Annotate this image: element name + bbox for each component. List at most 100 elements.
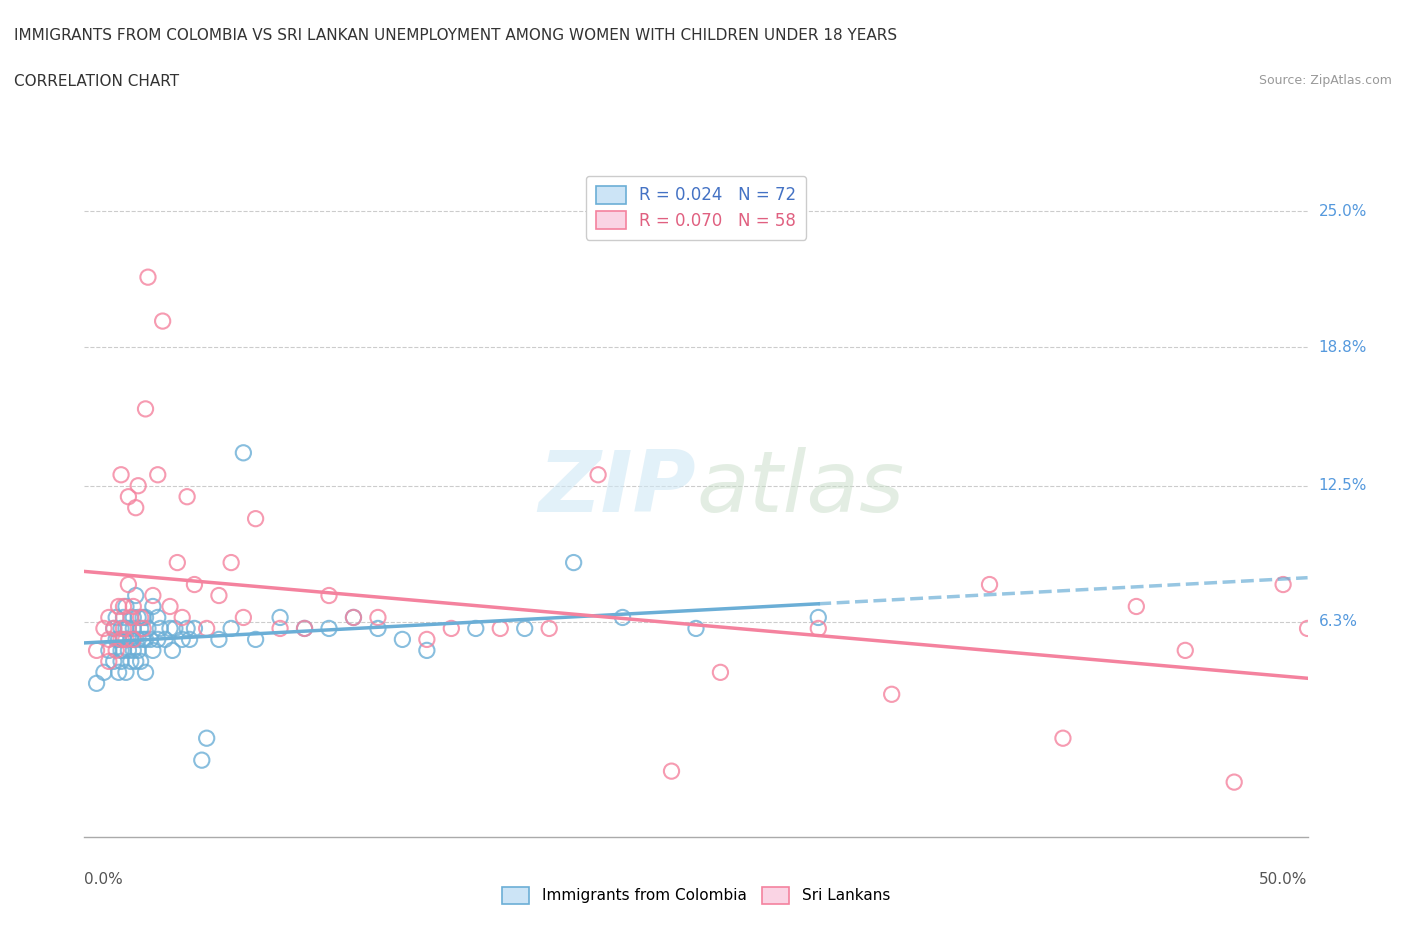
Point bbox=[294, 621, 316, 636]
Point bbox=[208, 588, 231, 603]
Point bbox=[115, 632, 138, 647]
Point bbox=[125, 500, 148, 515]
Text: Source: ZipAtlas.com: Source: ZipAtlas.com bbox=[1258, 74, 1392, 87]
Point bbox=[195, 731, 218, 746]
Point bbox=[183, 578, 205, 592]
Point bbox=[120, 632, 142, 647]
Point bbox=[97, 610, 120, 625]
Point bbox=[132, 610, 155, 625]
Point bbox=[195, 621, 218, 636]
Point bbox=[103, 621, 125, 636]
Text: 12.5%: 12.5% bbox=[1319, 478, 1367, 493]
Point bbox=[117, 578, 139, 592]
Point bbox=[1296, 621, 1319, 636]
Point bbox=[132, 621, 155, 636]
Point bbox=[979, 578, 1001, 592]
Point bbox=[107, 632, 129, 647]
Point bbox=[219, 621, 242, 636]
Point bbox=[176, 489, 198, 504]
Point bbox=[538, 621, 561, 636]
Point bbox=[318, 621, 340, 636]
Text: 6.3%: 6.3% bbox=[1319, 615, 1358, 630]
Point bbox=[110, 467, 132, 482]
Point bbox=[1272, 578, 1295, 592]
Point bbox=[367, 621, 389, 636]
Text: atlas: atlas bbox=[696, 447, 904, 530]
Point bbox=[342, 610, 364, 625]
Text: IMMIGRANTS FROM COLOMBIA VS SRI LANKAN UNEMPLOYMENT AMONG WOMEN WITH CHILDREN UN: IMMIGRANTS FROM COLOMBIA VS SRI LANKAN U… bbox=[14, 28, 897, 43]
Point bbox=[1174, 643, 1197, 658]
Point bbox=[391, 632, 413, 647]
Point bbox=[219, 555, 242, 570]
Point bbox=[191, 752, 214, 767]
Point bbox=[709, 665, 731, 680]
Point bbox=[110, 643, 132, 658]
Point bbox=[122, 621, 145, 636]
Point bbox=[115, 599, 138, 614]
Point bbox=[183, 621, 205, 636]
Point bbox=[107, 599, 129, 614]
Point bbox=[166, 555, 188, 570]
Point bbox=[489, 621, 512, 636]
Point bbox=[97, 643, 120, 658]
Point bbox=[115, 621, 138, 636]
Point bbox=[159, 599, 181, 614]
Point bbox=[208, 632, 231, 647]
Point bbox=[110, 654, 132, 669]
Point bbox=[125, 588, 148, 603]
Point bbox=[136, 270, 159, 285]
Text: 25.0%: 25.0% bbox=[1319, 204, 1367, 219]
Point bbox=[135, 665, 157, 680]
Point bbox=[416, 643, 439, 658]
Point bbox=[294, 621, 316, 636]
Point bbox=[93, 665, 115, 680]
Point bbox=[112, 599, 135, 614]
Point bbox=[117, 489, 139, 504]
Point bbox=[146, 467, 169, 482]
Point bbox=[342, 610, 364, 625]
Point bbox=[127, 610, 149, 625]
Point bbox=[152, 313, 174, 328]
Point bbox=[129, 621, 152, 636]
Text: 0.0%: 0.0% bbox=[84, 871, 124, 886]
Point bbox=[105, 643, 128, 658]
Point bbox=[135, 610, 157, 625]
Point bbox=[117, 643, 139, 658]
Point bbox=[269, 621, 291, 636]
Point bbox=[142, 643, 165, 658]
Point bbox=[612, 610, 634, 625]
Point bbox=[162, 643, 184, 658]
Point bbox=[112, 610, 135, 625]
Point bbox=[112, 643, 135, 658]
Point bbox=[105, 610, 128, 625]
Point bbox=[129, 610, 152, 625]
Point bbox=[149, 621, 172, 636]
Point bbox=[440, 621, 463, 636]
Point bbox=[176, 621, 198, 636]
Legend: Immigrants from Colombia, Sri Lankans: Immigrants from Colombia, Sri Lankans bbox=[496, 881, 896, 910]
Point bbox=[122, 632, 145, 647]
Point bbox=[135, 632, 157, 647]
Point bbox=[107, 665, 129, 680]
Point bbox=[97, 632, 120, 647]
Point bbox=[112, 632, 135, 647]
Point bbox=[562, 555, 585, 570]
Point bbox=[120, 610, 142, 625]
Point bbox=[232, 610, 254, 625]
Point bbox=[117, 621, 139, 636]
Point bbox=[127, 643, 149, 658]
Point bbox=[122, 643, 145, 658]
Point bbox=[367, 610, 389, 625]
Text: 50.0%: 50.0% bbox=[1260, 871, 1308, 886]
Point bbox=[464, 621, 486, 636]
Point bbox=[807, 621, 830, 636]
Point bbox=[880, 687, 903, 702]
Point bbox=[172, 610, 194, 625]
Point bbox=[115, 665, 138, 680]
Point bbox=[685, 621, 707, 636]
Point bbox=[232, 445, 254, 460]
Text: ZIP: ZIP bbox=[538, 447, 696, 530]
Point bbox=[93, 621, 115, 636]
Point bbox=[586, 467, 609, 482]
Point bbox=[142, 588, 165, 603]
